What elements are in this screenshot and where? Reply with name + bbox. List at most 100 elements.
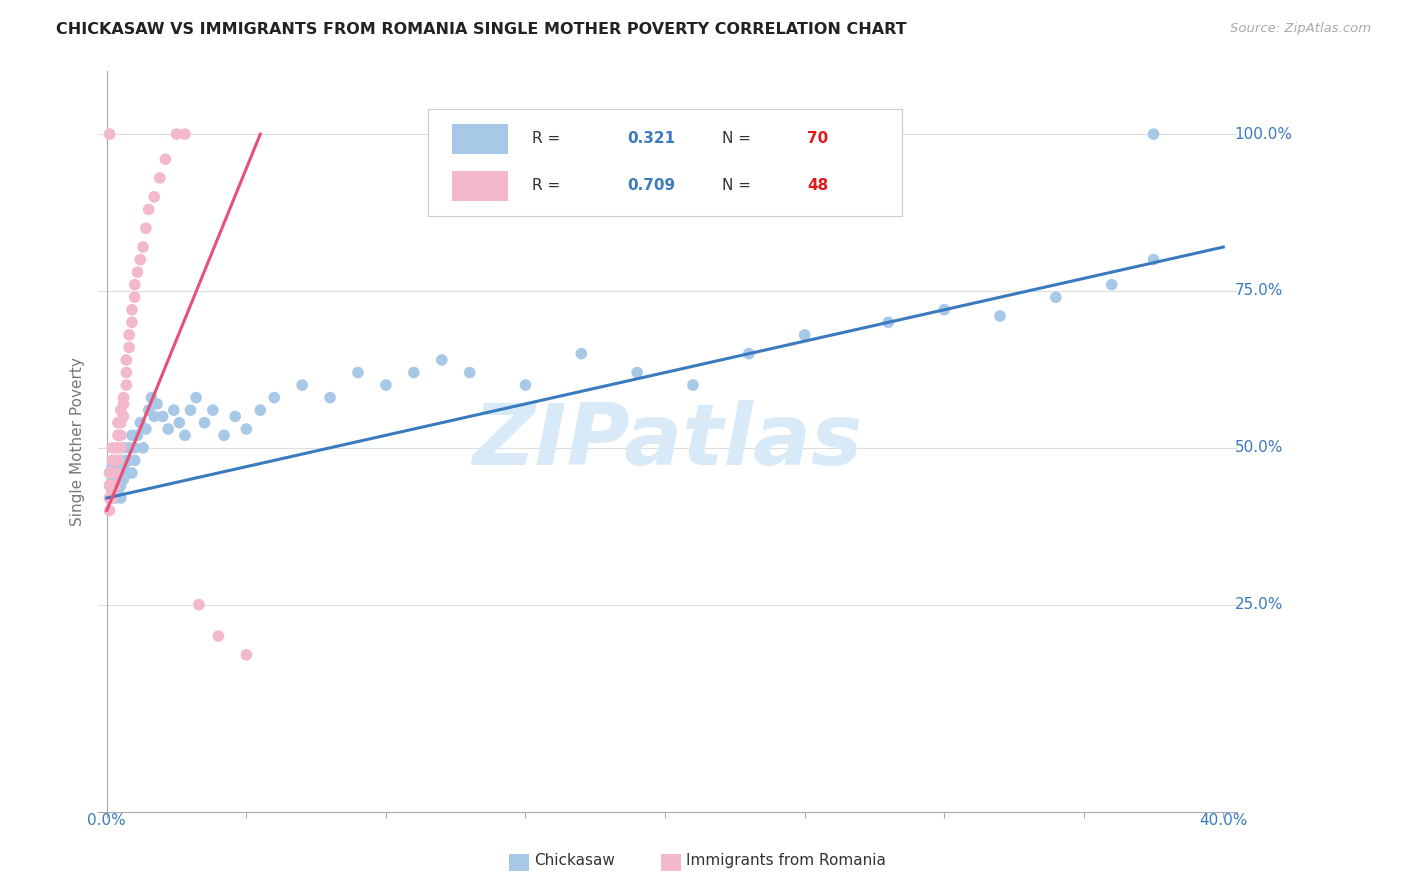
Point [569, 347, 592, 361]
Point [98, 503, 121, 517]
Point [101, 453, 124, 467]
Text: Immigrants from Romania: Immigrants from Romania [686, 854, 886, 868]
Point [112, 391, 135, 405]
Point [107, 484, 129, 499]
Point [1142, 127, 1164, 141]
Point [110, 491, 132, 505]
Text: 50.0%: 50.0% [1234, 441, 1282, 455]
Text: 40.0%: 40.0% [1199, 813, 1247, 828]
Text: 25.0%: 25.0% [1234, 597, 1282, 612]
Point [1045, 290, 1067, 304]
Point [458, 366, 481, 380]
Point [124, 441, 146, 455]
Point [149, 171, 172, 186]
Point [98, 478, 121, 492]
Point [118, 441, 141, 455]
Text: Source: ZipAtlas.com: Source: ZipAtlas.com [1230, 22, 1371, 36]
Point [738, 347, 761, 361]
Point [118, 340, 141, 354]
Point [212, 428, 235, 442]
Point [138, 202, 160, 217]
Point [101, 441, 124, 455]
Point [174, 428, 197, 442]
Point [157, 422, 180, 436]
Point [124, 453, 146, 467]
Point [104, 491, 127, 505]
Point [115, 453, 138, 467]
Point [98, 491, 121, 505]
Y-axis label: Single Mother Poverty: Single Mother Poverty [69, 357, 84, 526]
Point [988, 309, 1011, 323]
Point [107, 472, 129, 486]
Point [121, 466, 143, 480]
Point [347, 366, 370, 380]
Point [402, 366, 425, 380]
Point [98, 491, 121, 505]
Point [235, 648, 257, 662]
Point [98, 127, 121, 141]
Point [166, 127, 188, 141]
Point [124, 277, 146, 292]
Point [115, 353, 138, 368]
Point [135, 422, 157, 436]
Point [112, 409, 135, 424]
Text: CHICKASAW VS IMMIGRANTS FROM ROMANIA SINGLE MOTHER POVERTY CORRELATION CHART: CHICKASAW VS IMMIGRANTS FROM ROMANIA SIN… [56, 22, 907, 37]
Point [112, 459, 135, 474]
Point [515, 378, 537, 392]
Point [138, 403, 160, 417]
Point [112, 397, 135, 411]
Point [121, 315, 143, 329]
Point [127, 428, 149, 442]
Point [101, 484, 124, 499]
Point [129, 416, 152, 430]
Point [110, 441, 132, 455]
Point [98, 478, 121, 492]
Point [101, 466, 124, 480]
Point [107, 441, 129, 455]
Point [107, 459, 129, 474]
Point [104, 466, 127, 480]
Point [107, 428, 129, 442]
Text: 0.0%: 0.0% [87, 813, 127, 828]
Point [201, 403, 224, 417]
Point [207, 629, 229, 643]
Point [110, 416, 132, 430]
Point [224, 409, 246, 424]
Point [127, 265, 149, 279]
Point [184, 391, 207, 405]
Point [107, 453, 129, 467]
Point [877, 315, 900, 329]
Point [110, 466, 132, 480]
Point [110, 403, 132, 417]
Point [104, 453, 127, 467]
Point [132, 240, 155, 254]
Point [118, 453, 141, 467]
Point [112, 472, 135, 486]
Point [319, 391, 342, 405]
Point [110, 478, 132, 492]
Point [1101, 277, 1123, 292]
Text: Chickasaw: Chickasaw [534, 854, 616, 868]
Point [118, 327, 141, 342]
Point [101, 484, 124, 499]
Point [129, 252, 152, 267]
Point [115, 466, 138, 480]
Point [263, 391, 285, 405]
Point [112, 441, 135, 455]
Text: ZIPatlas: ZIPatlas [472, 400, 863, 483]
Point [101, 478, 124, 492]
Point [180, 403, 202, 417]
Point [682, 378, 704, 392]
Point [101, 459, 124, 474]
Point [291, 378, 314, 392]
Text: 100.0%: 100.0% [1234, 127, 1292, 142]
Point [132, 441, 155, 455]
Point [98, 466, 121, 480]
Point [101, 491, 124, 505]
Point [121, 428, 143, 442]
Point [115, 378, 138, 392]
Point [143, 409, 166, 424]
Point [163, 403, 186, 417]
Point [124, 290, 146, 304]
Point [104, 478, 127, 492]
